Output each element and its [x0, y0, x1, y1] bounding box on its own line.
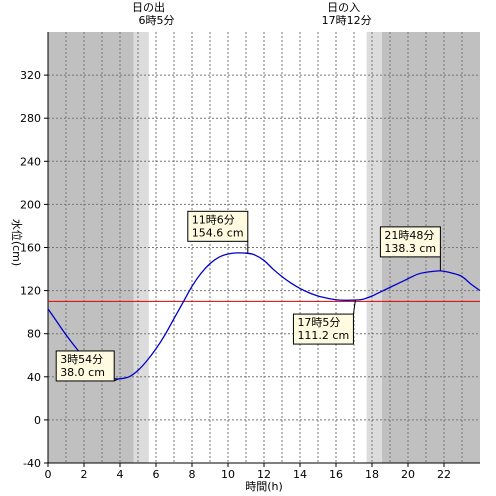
annotation-time: 3時54分: [60, 353, 103, 366]
x-tick-label: 0: [45, 468, 52, 481]
y-axis-label: 水位(cm): [10, 219, 24, 266]
y-tick-label: 120: [20, 285, 41, 298]
x-tick-label: 4: [117, 468, 124, 481]
sun-labels: 日の出 6時5分 日の入 17時12分: [132, 0, 372, 27]
x-tick-label: 2: [81, 468, 88, 481]
x-tick-label: 8: [189, 468, 196, 481]
x-tick-label: 18: [365, 468, 379, 481]
x-tick-label: 22: [437, 468, 451, 481]
grid-lines: [48, 32, 480, 463]
annotation-value: 154.6 cm: [192, 226, 244, 239]
y-tick-label: 40: [27, 371, 41, 384]
annotation-time: 21時48分: [384, 229, 434, 242]
annotation-value: 138.3 cm: [384, 242, 436, 255]
x-tick-label: 6: [153, 468, 160, 481]
sunrise-time: 6時5分: [138, 14, 174, 27]
y-tick-label: 200: [20, 198, 41, 211]
x-tick-label: 14: [293, 468, 307, 481]
y-tick-label: 80: [27, 328, 41, 341]
y-tick-label: 160: [20, 242, 41, 255]
y-tick-label: 240: [20, 155, 41, 168]
axes: -40 0 40 80 120 160 200 240 280 320 0 2 4 6 8 10 12 14 16 1…: [20, 32, 480, 481]
y-tick-label: -40: [23, 457, 41, 470]
annotation-pointer: [352, 300, 356, 315]
y-tick-label: 0: [34, 414, 41, 427]
annotation-pointer: [113, 378, 119, 382]
annotation-time: 17時5分: [297, 316, 340, 329]
night-band: [48, 32, 134, 463]
twilight-band: [366, 32, 382, 463]
x-tick-label: 20: [401, 468, 415, 481]
x-tick-label: 12: [257, 468, 271, 481]
sunset-time: 17時12分: [322, 14, 372, 27]
sunrise-title: 日の出: [132, 0, 165, 14]
x-tick-label: 10: [221, 468, 235, 481]
annotation-box: [187, 210, 249, 242]
annotation-time: 11時6分: [192, 213, 235, 226]
annotation-box: [292, 313, 354, 345]
annotation-value: 111.2 cm: [297, 329, 349, 342]
y-tick-label: 280: [20, 112, 41, 125]
y-tick-label: 320: [20, 69, 41, 82]
x-tick-label: 16: [329, 468, 343, 481]
annotation-value: 38.0 cm: [60, 366, 105, 379]
annotation-box: [55, 350, 115, 382]
annotation-box: [379, 226, 441, 258]
x-axis-label: 時間(h): [245, 480, 283, 493]
sunset-title: 日の入: [327, 1, 360, 14]
